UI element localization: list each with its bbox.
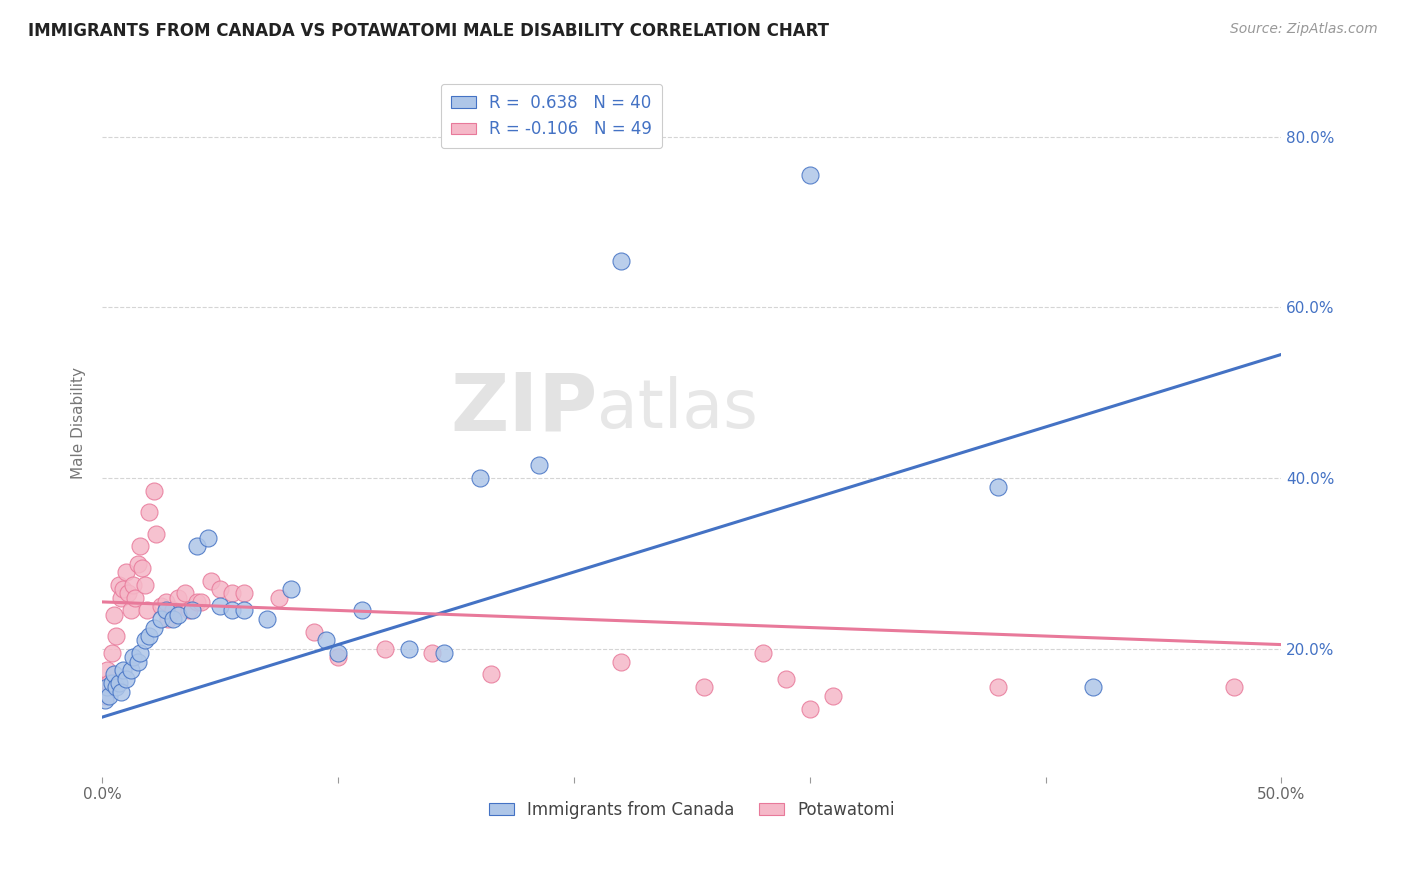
Point [610, 655, 633, 669]
Point [98, 689, 121, 703]
Point [267, 591, 290, 605]
Point [155, 595, 177, 609]
Point [138, 629, 160, 643]
Point [114, 565, 136, 579]
Point [122, 578, 145, 592]
Point [398, 641, 420, 656]
Point [124, 591, 146, 605]
Point [110, 591, 132, 605]
Point [114, 672, 136, 686]
Point [179, 603, 201, 617]
Point [100, 676, 122, 690]
Point [150, 612, 173, 626]
Point [823, 689, 845, 703]
Point [315, 633, 337, 648]
Point [186, 595, 208, 609]
Point [127, 655, 149, 669]
Point [190, 595, 212, 609]
Point [527, 458, 550, 473]
Point [180, 603, 202, 617]
Text: Source: ZipAtlas.com: Source: ZipAtlas.com [1230, 22, 1378, 37]
Point [799, 168, 821, 182]
Point [173, 586, 195, 600]
Point [610, 253, 633, 268]
Point [422, 646, 444, 660]
Point [256, 612, 278, 626]
Point [103, 607, 125, 622]
Point [120, 603, 142, 617]
Point [162, 612, 184, 626]
Point [117, 586, 139, 600]
Y-axis label: Male Disability: Male Disability [72, 367, 86, 479]
Point [304, 624, 326, 639]
Point [136, 603, 159, 617]
Point [96, 680, 118, 694]
Point [1081, 680, 1104, 694]
Point [134, 578, 156, 592]
Point [1223, 680, 1246, 694]
Point [692, 680, 714, 694]
Point [166, 591, 188, 605]
Point [134, 633, 156, 648]
Point [775, 672, 797, 686]
Point [157, 612, 180, 626]
Point [107, 578, 129, 592]
Point [96, 663, 118, 677]
Point [143, 620, 166, 634]
Point [751, 646, 773, 660]
Point [143, 483, 166, 498]
Point [162, 603, 184, 617]
Point [145, 526, 167, 541]
Point [468, 471, 491, 485]
Point [129, 540, 152, 554]
Point [103, 667, 125, 681]
Point [100, 646, 122, 660]
Point [374, 641, 396, 656]
Point [166, 607, 188, 622]
Point [105, 629, 128, 643]
Point [232, 603, 254, 617]
Point [350, 603, 373, 617]
Point [433, 646, 456, 660]
Point [150, 599, 173, 614]
Point [93, 693, 115, 707]
Point [138, 505, 160, 519]
Point [129, 646, 152, 660]
Point [127, 557, 149, 571]
Point [209, 582, 232, 596]
Point [209, 599, 232, 614]
Point [107, 676, 129, 690]
Legend: Immigrants from Canada, Potawatomi: Immigrants from Canada, Potawatomi [482, 794, 901, 825]
Point [120, 663, 142, 677]
Point [122, 650, 145, 665]
Point [110, 684, 132, 698]
Text: atlas: atlas [598, 376, 758, 442]
Point [155, 603, 177, 617]
Point [987, 680, 1010, 694]
Point [280, 582, 302, 596]
Point [105, 680, 128, 694]
Point [200, 574, 222, 588]
Point [197, 531, 219, 545]
Point [326, 650, 349, 665]
Point [112, 582, 135, 596]
Point [131, 561, 153, 575]
Text: IMMIGRANTS FROM CANADA VS POTAWATOMI MALE DISABILITY CORRELATION CHART: IMMIGRANTS FROM CANADA VS POTAWATOMI MAL… [28, 22, 830, 40]
Point [186, 540, 208, 554]
Point [326, 646, 349, 660]
Point [112, 663, 135, 677]
Point [221, 586, 243, 600]
Point [799, 701, 821, 715]
Point [93, 689, 115, 703]
Point [987, 480, 1010, 494]
Text: ZIP: ZIP [450, 369, 598, 448]
Point [98, 676, 121, 690]
Point [479, 667, 502, 681]
Point [232, 586, 254, 600]
Point [221, 603, 243, 617]
